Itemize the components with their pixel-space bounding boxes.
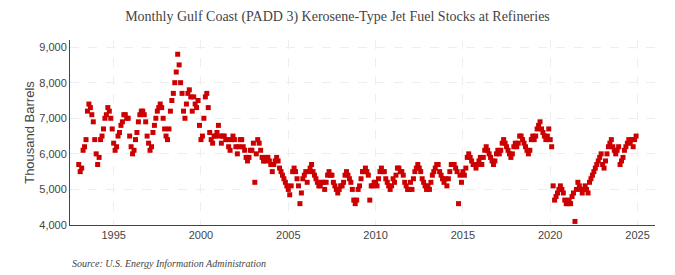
svg-text:7,000: 7,000: [39, 112, 67, 124]
svg-text:2025: 2025: [625, 229, 649, 241]
svg-text:2000: 2000: [189, 229, 213, 241]
svg-text:Monthly Gulf Coast (PADD 3) Ke: Monthly Gulf Coast (PADD 3) Kerosene-Typ…: [125, 9, 550, 25]
svg-text:2015: 2015: [451, 229, 475, 241]
svg-text:Thousand Barrels: Thousand Barrels: [22, 81, 37, 184]
svg-text:2020: 2020: [538, 229, 562, 241]
svg-text:1995: 1995: [101, 229, 125, 241]
svg-text:Source: U.S. Energy Informatio: Source: U.S. Energy Information Administ…: [72, 258, 266, 269]
svg-text:5,000: 5,000: [39, 183, 67, 195]
svg-text:6,000: 6,000: [39, 148, 67, 160]
svg-text:2005: 2005: [276, 229, 300, 241]
svg-text:8,000: 8,000: [39, 77, 67, 89]
svg-text:2010: 2010: [363, 229, 387, 241]
svg-text:9,000: 9,000: [39, 41, 67, 53]
svg-text:4,000: 4,000: [39, 219, 67, 231]
